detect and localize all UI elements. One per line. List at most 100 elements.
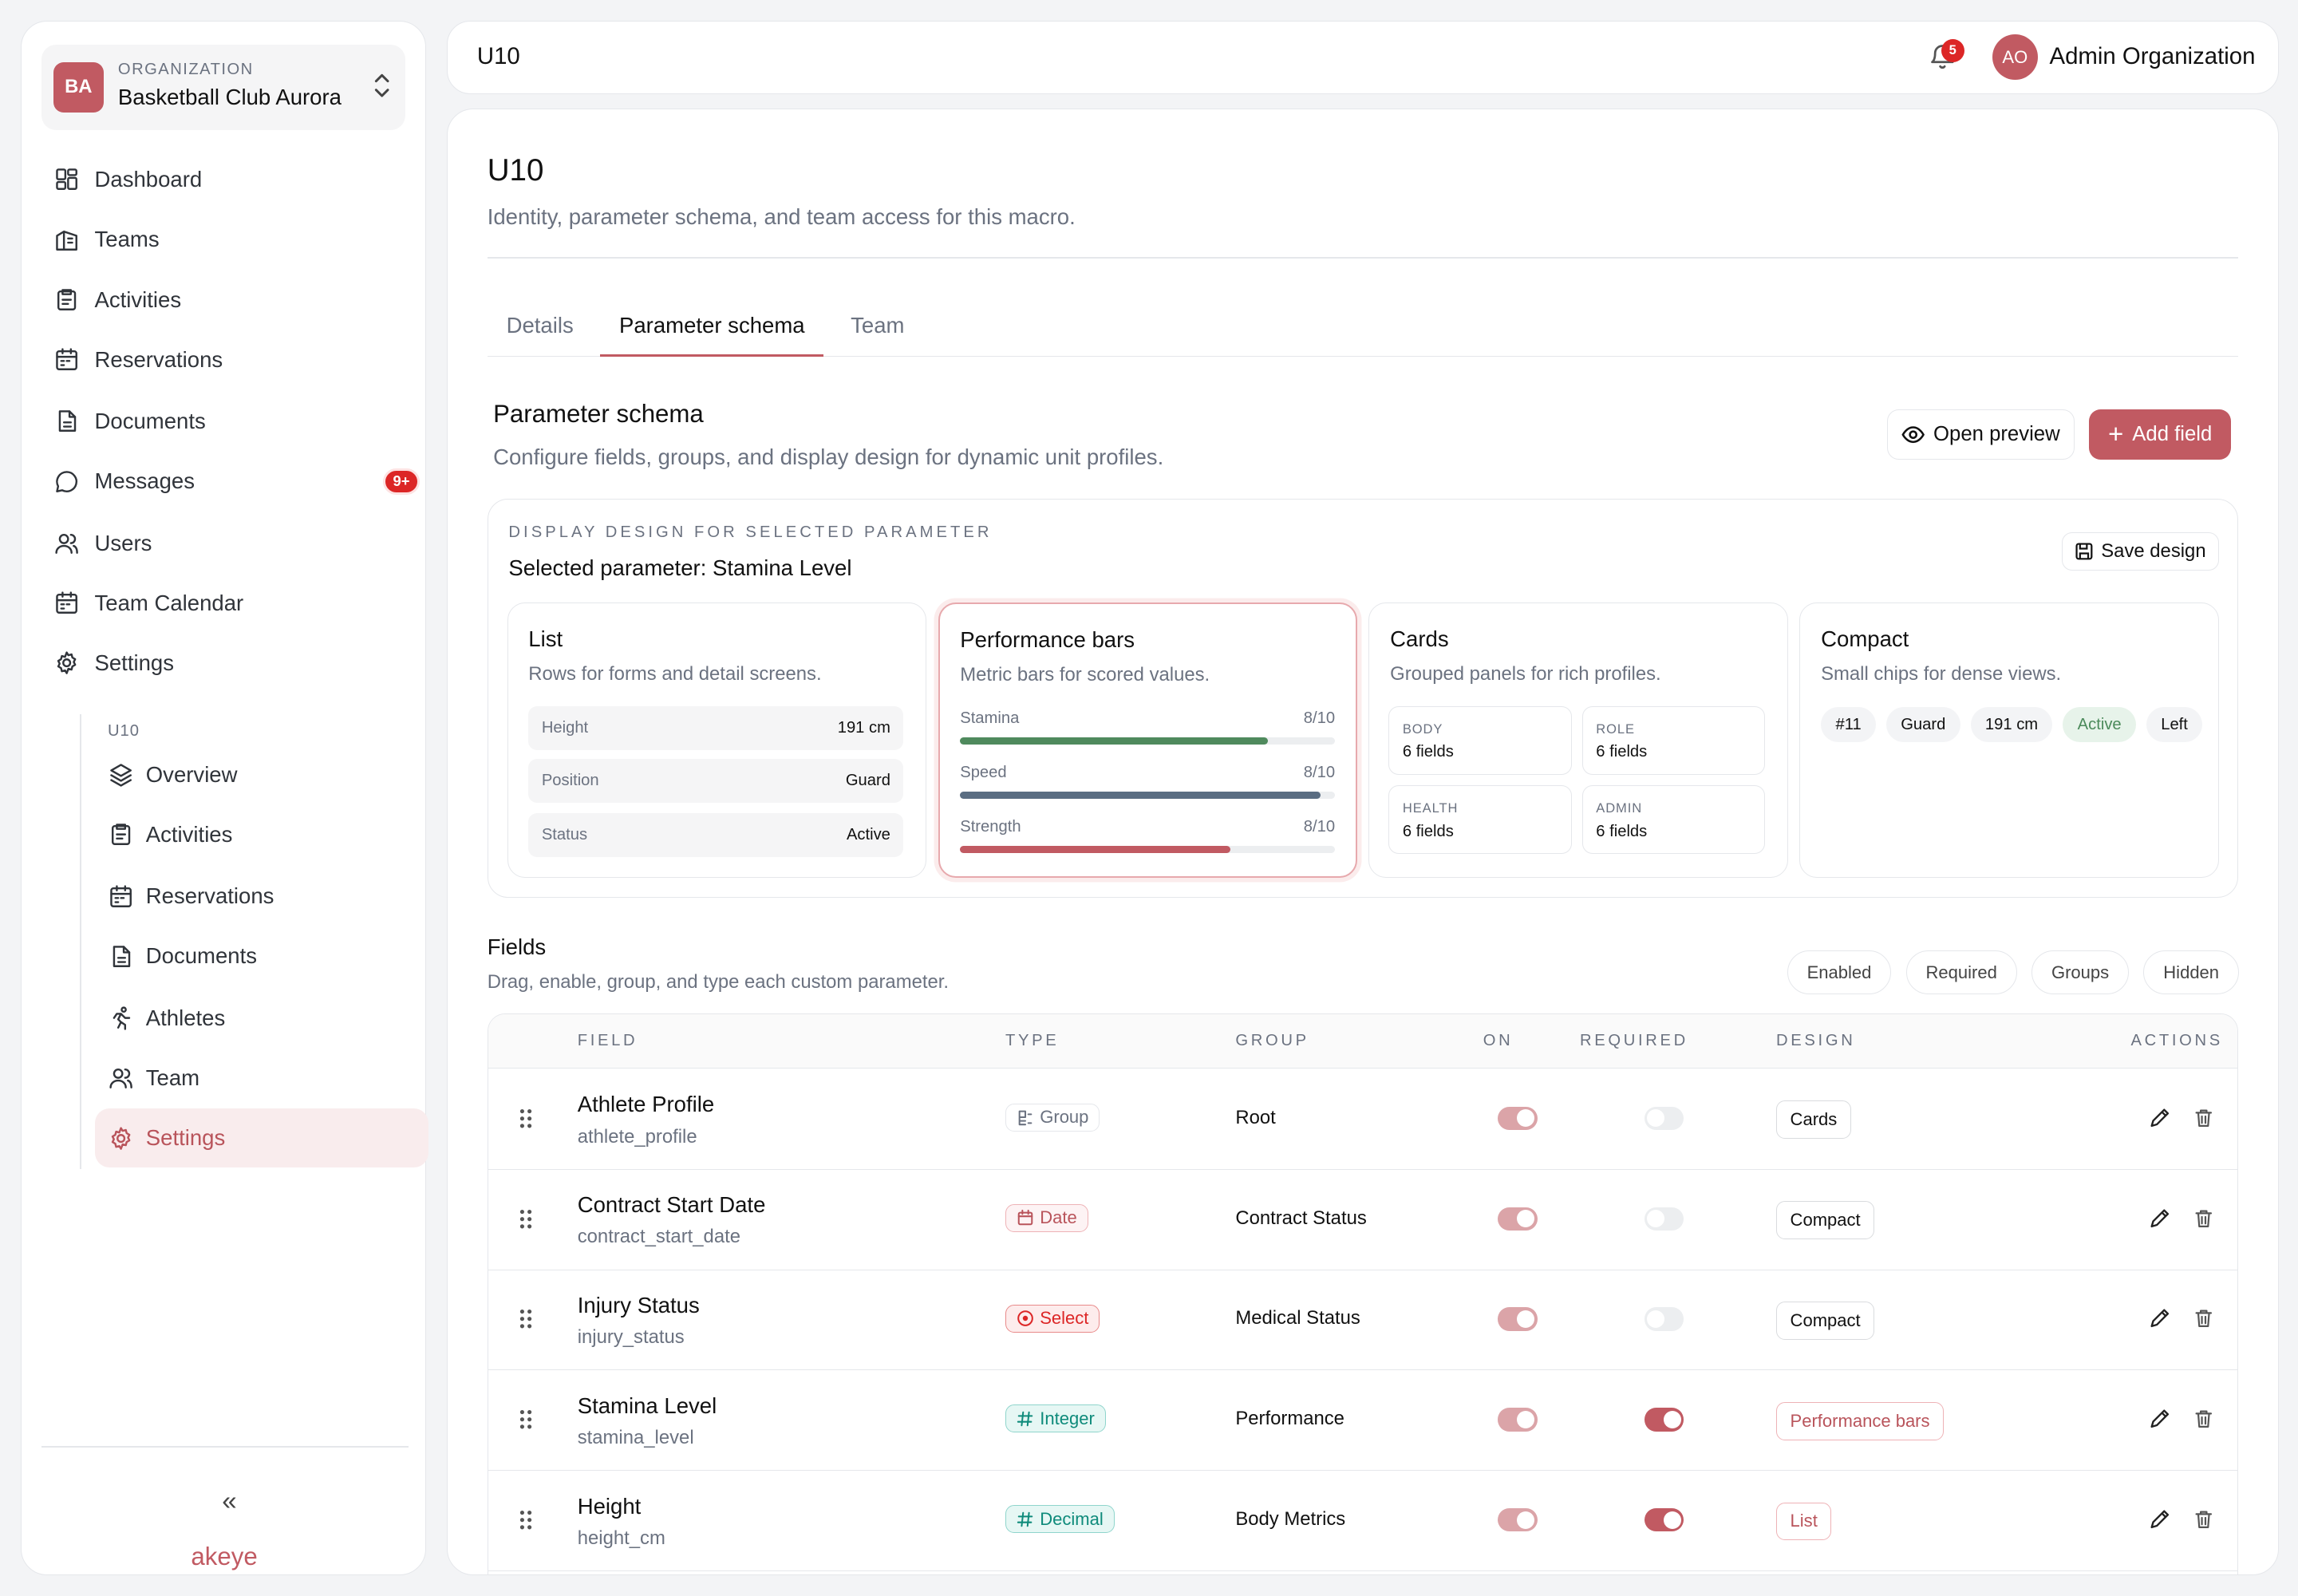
chip: Guard [1885, 707, 1960, 743]
type-decimal-icon [1017, 1511, 1033, 1527]
required-toggle[interactable] [1644, 1408, 1684, 1432]
filter-enabled[interactable]: Enabled [1787, 950, 1892, 995]
edit-icon[interactable] [2149, 1408, 2171, 1430]
tab-details[interactable]: Details [506, 313, 574, 338]
breadcrumb[interactable]: U10 [476, 43, 520, 70]
calendar-icon [53, 346, 80, 373]
design-select[interactable]: Cards [1776, 1100, 1851, 1140]
sidebar-item-label: Messages [94, 468, 195, 494]
runner-icon [108, 1005, 134, 1031]
chip-row: #11 Guard 191 cm Active Left [1821, 707, 2203, 743]
drag-handle-icon[interactable] [517, 1408, 535, 1431]
trash-icon[interactable] [2193, 1207, 2215, 1230]
edit-icon[interactable] [2149, 1107, 2171, 1129]
edit-icon[interactable] [2149, 1207, 2171, 1230]
tab-parameter-schema[interactable]: Parameter schema [600, 313, 824, 358]
required-toggle[interactable] [1644, 1507, 1684, 1532]
filter-required[interactable]: Required [1905, 950, 2017, 995]
filter-group: Enabled Required Groups Hidden [1787, 950, 2239, 995]
enabled-toggle[interactable] [1498, 1507, 1538, 1532]
avatar[interactable]: AO [1992, 34, 2038, 81]
sidebar-item-messages[interactable]: Messages 9+ [53, 456, 420, 506]
save-design-button[interactable]: Save design [2062, 531, 2219, 571]
design-select[interactable]: Compact [1776, 1301, 1875, 1340]
subnav-heading: U10 [108, 721, 140, 740]
table-row[interactable]: Stamina Level stamina_level Integer Perform… [488, 1369, 2238, 1472]
user-name[interactable]: Admin Organization [2049, 43, 2256, 70]
sidebar-item-documents[interactable]: Documents [53, 397, 420, 446]
sidebar-item-team-calendar[interactable]: Team Calendar [53, 579, 420, 628]
type-badge: Select [1005, 1304, 1100, 1333]
layers-icon [108, 761, 134, 788]
enabled-toggle[interactable] [1498, 1106, 1538, 1131]
list-row-key: Position [541, 772, 599, 790]
sidebar-item-reservations[interactable]: Reservations [53, 335, 420, 385]
edit-icon[interactable] [2149, 1508, 2171, 1531]
chevron-up-down-icon[interactable] [370, 69, 393, 101]
trash-icon[interactable] [2193, 1408, 2215, 1430]
subnav-item-team[interactable]: Team [95, 1049, 429, 1107]
design-card-list[interactable]: List Rows for forms and detail screens. … [507, 602, 926, 879]
table-row[interactable]: Contract Start Date contract_start_date Da… [488, 1169, 2238, 1270]
field-name: Athlete Profile [577, 1092, 715, 1117]
drag-handle-icon[interactable] [517, 1508, 535, 1531]
filter-hidden[interactable]: Hidden [2143, 950, 2239, 995]
metric-fill [960, 792, 1321, 800]
enabled-toggle[interactable] [1498, 1307, 1538, 1331]
type-badge: Date [1005, 1203, 1088, 1232]
calendar-icon [56, 348, 77, 371]
design-card-desc: Small chips for dense views. [1821, 663, 2062, 685]
sidebar-item-users[interactable]: Users [53, 518, 420, 567]
type-label: Decimal [1040, 1508, 1104, 1529]
design-select[interactable]: List [1776, 1502, 1832, 1541]
sidebar-item-dashboard[interactable]: Dashboard [53, 155, 420, 204]
column-header: GROUP [1235, 1032, 1309, 1050]
group-box-value: 6 fields [1596, 743, 1648, 761]
subnav-item-label: Documents [145, 943, 258, 969]
sidebar-item-teams[interactable]: Teams [53, 215, 420, 264]
subnav-item-overview[interactable]: Overview [95, 745, 429, 804]
fields-title: Fields [487, 934, 547, 959]
subnav-item-athletes[interactable]: Athletes [95, 989, 429, 1047]
drag-handle-icon[interactable] [517, 1307, 535, 1330]
field-group: Body Metrics [1235, 1507, 1346, 1530]
org-switcher[interactable]: BA ORGANIZATION Basketball Club Aurora [41, 45, 405, 130]
enabled-toggle[interactable] [1498, 1207, 1538, 1231]
trash-icon[interactable] [2193, 1307, 2215, 1329]
filter-groups[interactable]: Groups [2031, 950, 2130, 995]
collapse-sidebar-button[interactable]: « [222, 1487, 237, 1517]
trash-icon[interactable] [2193, 1508, 2215, 1531]
tab-team[interactable]: Team [851, 313, 905, 338]
design-card-compact[interactable]: Compact Small chips for dense views. #11… [1799, 602, 2219, 879]
design-card-cards[interactable]: Cards Grouped panels for rich profiles. … [1368, 602, 1788, 879]
required-toggle[interactable] [1644, 1207, 1684, 1231]
design-card-title: Performance bars [960, 627, 1135, 653]
enabled-toggle[interactable] [1498, 1408, 1538, 1432]
design-select[interactable]: Compact [1776, 1201, 1875, 1239]
table-row[interactable]: Athlete Profile athlete_profile Group Root C… [488, 1069, 2238, 1170]
drag-handle-icon[interactable] [517, 1207, 535, 1231]
sidebar-item-settings[interactable]: Settings [53, 638, 420, 688]
design-card-performance-bars[interactable]: Performance bars Metric bars for scored … [938, 602, 1357, 879]
subnav-item-reservations[interactable]: Reservations [95, 867, 429, 925]
subnav-item-documents[interactable]: Documents [95, 927, 429, 986]
subnav-item-settings[interactable]: Settings [94, 1108, 429, 1167]
required-toggle[interactable] [1644, 1307, 1684, 1331]
sidebar-item-activities[interactable]: Activities [53, 275, 420, 324]
design-select[interactable]: Performance bars [1776, 1401, 1945, 1440]
metric-label: Stamina [960, 709, 1020, 728]
table-row[interactable]: Height height_cm Decimal Body Metrics List [488, 1470, 2238, 1571]
open-preview-button[interactable]: Open preview [1886, 409, 2075, 460]
add-field-button[interactable]: + Add field [2089, 409, 2232, 460]
subnav-item-label: Settings [145, 1125, 226, 1151]
drag-handle-icon[interactable] [517, 1107, 535, 1130]
trash-icon[interactable] [2193, 1107, 2215, 1129]
edit-icon[interactable] [2149, 1307, 2171, 1329]
dashboard-icon [53, 167, 80, 193]
type-label: Group [1040, 1107, 1089, 1128]
list-row-value: Active [846, 826, 890, 844]
table-row[interactable]: Injury Status injury_status Select Medical … [488, 1270, 2238, 1371]
subnav-item-activities[interactable]: Activities [95, 805, 429, 863]
field-group: Contract Status [1235, 1207, 1367, 1229]
required-toggle[interactable] [1644, 1106, 1684, 1131]
